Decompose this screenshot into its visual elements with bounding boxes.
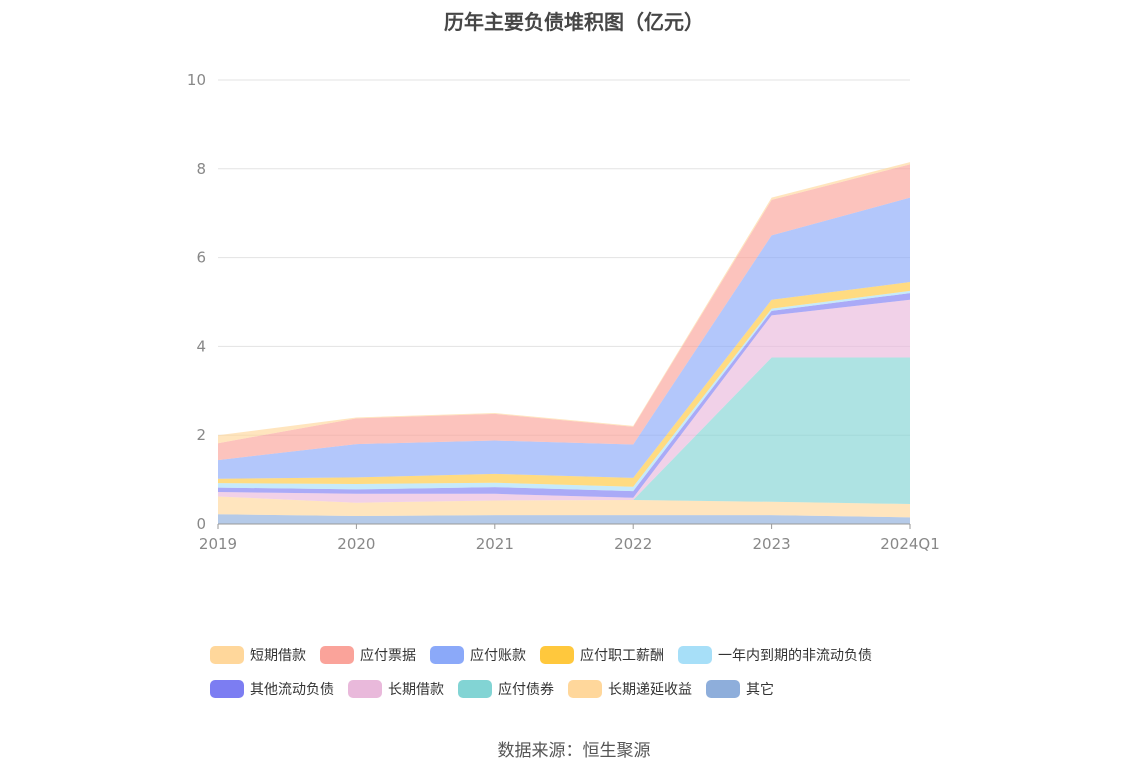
axis-layer: 0 2 4 6 8 10 2019 2020 2021 2022 2023 2024Q1 <box>187 71 940 553</box>
legend-swatch <box>458 680 492 698</box>
legend: 短期借款 应付票据 应付账款 应付职工薪酬 一年内到期的非流动负债 其他流动负债 长期借款… <box>210 638 970 706</box>
legend-label: 一年内到期的非流动负债 <box>718 648 872 664</box>
legend-label: 短期借款 <box>250 648 306 664</box>
legend-swatch <box>430 646 464 664</box>
x-tick-label: 2022 <box>614 535 652 553</box>
legend-item[interactable]: 应付账款 <box>430 645 526 665</box>
legend-item[interactable]: 短期借款 <box>210 645 306 665</box>
legend-swatch <box>210 680 244 698</box>
y-tick-label: 2 <box>196 426 206 444</box>
area-layer <box>218 162 910 524</box>
legend-label: 应付账款 <box>470 648 526 664</box>
legend-row-2: 其他流动负债 长期借款 应付债券 长期递延收益 其它 <box>210 672 970 706</box>
y-tick-label: 4 <box>196 337 206 355</box>
y-tick-label: 8 <box>196 160 206 178</box>
legend-swatch <box>568 680 602 698</box>
area-series-3 <box>218 299 910 503</box>
legend-label: 其它 <box>746 682 774 698</box>
legend-swatch <box>540 646 574 664</box>
legend-item[interactable]: 其它 <box>706 679 774 699</box>
source-note: 数据来源：恒生聚源 <box>497 741 651 761</box>
y-tick-label: 6 <box>196 249 206 267</box>
legend-swatch <box>348 680 382 698</box>
x-tick-label: 2024Q1 <box>880 535 940 553</box>
y-tick-label: 10 <box>187 71 206 89</box>
legend-item[interactable]: 应付职工薪酬 <box>540 645 664 665</box>
legend-swatch <box>210 646 244 664</box>
legend-item[interactable]: 长期借款 <box>348 679 444 699</box>
area-series-0 <box>218 514 910 524</box>
x-tick-label: 2019 <box>199 535 237 553</box>
legend-label: 长期递延收益 <box>608 682 692 698</box>
legend-swatch <box>706 680 740 698</box>
x-tick-label: 2020 <box>337 535 375 553</box>
legend-label: 应付职工薪酬 <box>580 648 664 664</box>
area-series-8 <box>218 164 910 461</box>
legend-item[interactable]: 应付票据 <box>320 645 416 665</box>
y-tick-label: 0 <box>196 515 206 533</box>
chart-title: 历年主要负债堆积图（亿元） <box>444 10 704 34</box>
legend-item[interactable]: 应付债券 <box>458 679 554 699</box>
area-series-2 <box>218 357 910 505</box>
area-series-7 <box>218 197 910 479</box>
x-tick-label: 2023 <box>753 535 791 553</box>
legend-item[interactable]: 其他流动负债 <box>210 679 334 699</box>
legend-item[interactable]: 长期递延收益 <box>568 679 692 699</box>
legend-label: 其他流动负债 <box>250 682 334 698</box>
legend-swatch <box>678 646 712 664</box>
legend-row-1: 短期借款 应付票据 应付账款 应付职工薪酬 一年内到期的非流动负债 <box>210 638 970 672</box>
area-series-1 <box>218 496 910 518</box>
legend-label: 长期借款 <box>388 682 444 698</box>
legend-item[interactable]: 一年内到期的非流动负债 <box>678 645 872 665</box>
legend-label: 应付票据 <box>360 648 416 664</box>
x-tick-label: 2021 <box>476 535 514 553</box>
legend-label: 应付债券 <box>498 682 554 698</box>
legend-swatch <box>320 646 354 664</box>
